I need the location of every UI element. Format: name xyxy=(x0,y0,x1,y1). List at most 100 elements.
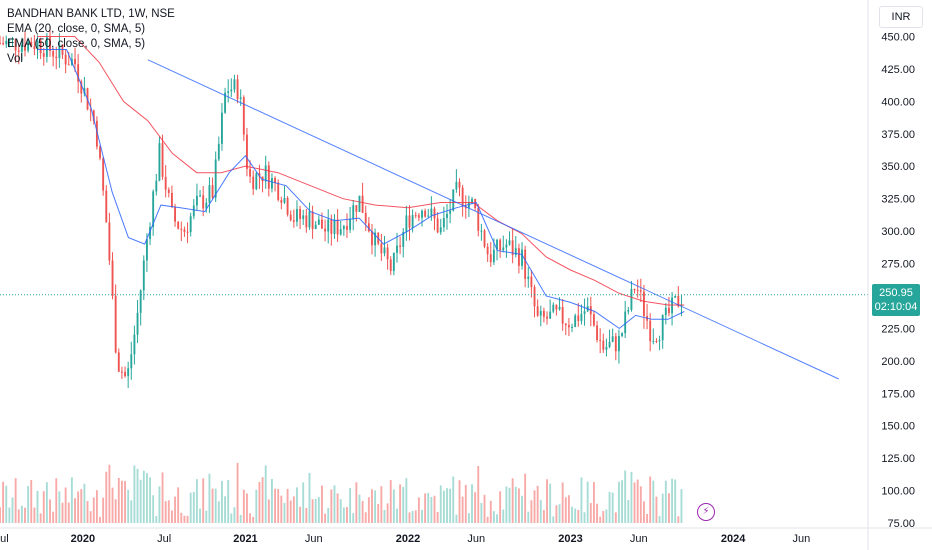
lightning-icon[interactable]: ⚡ xyxy=(697,503,715,521)
candle-body xyxy=(617,335,620,352)
candle-body xyxy=(255,173,258,190)
volume-bar xyxy=(2,481,5,523)
candle-body xyxy=(30,41,33,47)
x-tick-label: Jul xyxy=(157,533,171,545)
candle-body xyxy=(114,295,117,353)
volume-bar xyxy=(80,489,83,523)
volume-bar xyxy=(483,494,486,523)
volume-bar xyxy=(567,495,570,523)
volume-bar xyxy=(120,480,123,523)
volume-bar xyxy=(492,511,495,523)
candle-body xyxy=(180,228,183,230)
volume-bar xyxy=(377,503,380,523)
candle-body xyxy=(296,208,298,222)
candle-body xyxy=(433,208,436,219)
volume-bar xyxy=(668,493,670,523)
candle-body xyxy=(133,334,136,355)
volume-bar xyxy=(233,507,236,523)
volume-bar xyxy=(108,464,111,523)
candle-body xyxy=(680,305,683,307)
volume-legend[interactable]: Vol xyxy=(7,53,23,65)
legend: BANDHAN BANK LTD, 1W, NSE EMA (20, close… xyxy=(7,7,175,67)
candle-body xyxy=(380,243,383,254)
candle-body xyxy=(333,219,336,234)
volume-bar xyxy=(614,512,617,523)
y-tick-label: 325.00 xyxy=(881,194,915,206)
candle-body xyxy=(596,325,598,340)
candle-body xyxy=(5,40,8,45)
volume-bar xyxy=(605,509,608,523)
volume-bar xyxy=(458,480,461,523)
candle-body xyxy=(239,97,242,99)
trendline[interactable] xyxy=(147,59,839,380)
volume-bar xyxy=(86,501,89,523)
volume-bar xyxy=(552,516,555,523)
candle-body xyxy=(452,189,455,211)
x-tick-label: Jun xyxy=(630,533,648,545)
candle-body xyxy=(271,178,273,189)
volume-bar xyxy=(314,498,317,523)
volume-bar xyxy=(642,501,645,523)
candle-body xyxy=(467,202,470,209)
volume-bar xyxy=(471,484,473,523)
x-tick-label: 2024 xyxy=(721,533,746,545)
volume-bar xyxy=(92,497,95,523)
candle-body xyxy=(674,295,677,298)
volume-bars xyxy=(0,462,683,523)
candle-body xyxy=(639,290,642,292)
candle-body xyxy=(45,37,48,57)
volume-bar xyxy=(546,479,548,523)
candle-body xyxy=(499,239,502,251)
candle-body xyxy=(502,247,505,251)
candle-body xyxy=(627,309,630,312)
candle-body xyxy=(492,249,495,263)
candle-body xyxy=(517,248,520,266)
volume-bar xyxy=(374,490,377,523)
volume-bar xyxy=(589,503,592,523)
candle-body xyxy=(564,323,567,326)
volume-bar xyxy=(424,493,427,523)
volume-bar xyxy=(661,493,664,523)
y-tick-label: 275.00 xyxy=(881,259,915,271)
volume-bar xyxy=(486,516,489,523)
volume-bar xyxy=(411,511,414,523)
candle-body xyxy=(217,143,220,160)
volume-bar xyxy=(277,488,280,523)
volume-bar xyxy=(189,492,192,523)
candle-body xyxy=(558,307,561,310)
volume-bar xyxy=(499,491,502,523)
candle-body xyxy=(349,219,352,230)
volume-bar xyxy=(658,516,661,523)
candle-body xyxy=(246,134,248,169)
volume-bar xyxy=(249,513,252,523)
candle-body xyxy=(102,158,105,191)
candle-body xyxy=(321,219,323,229)
volume-bar xyxy=(317,497,320,523)
volume-bar xyxy=(192,491,195,523)
currency-button[interactable]: INR xyxy=(879,6,923,28)
candle-body xyxy=(252,176,255,190)
ema50-legend[interactable]: EMA (50, close, 0, SMA, 5) xyxy=(7,38,146,50)
candle-body xyxy=(142,260,145,291)
candle-body xyxy=(642,291,645,317)
price-axis[interactable]: 75.00 100.00 125.00 150.00 175.00 200.00 225.0… xyxy=(867,0,932,550)
candle-body xyxy=(386,247,389,260)
ema20-legend[interactable]: EMA (20, close, 0, SMA, 5) xyxy=(7,23,146,35)
volume-bar xyxy=(514,486,517,523)
candle-body xyxy=(74,58,76,65)
candle-body xyxy=(414,215,417,217)
volume-bar xyxy=(239,514,242,523)
candle-body xyxy=(677,295,680,307)
candle-body xyxy=(527,276,530,279)
chart-title[interactable]: BANDHAN BANK LTD, 1W, NSE xyxy=(7,8,175,20)
volume-bar xyxy=(455,514,458,523)
candle-body xyxy=(2,43,5,45)
time-axis[interactable]: Jul 2020 Jul 2021 Jun 2022 Jun 2023 Jun 2024 Jun xyxy=(0,527,932,545)
volume-bar xyxy=(624,470,627,523)
volume-bar xyxy=(571,506,573,523)
candle-body xyxy=(399,245,402,247)
volume-bar xyxy=(327,507,330,523)
candle-body xyxy=(599,339,602,341)
volume-bar xyxy=(271,479,273,523)
